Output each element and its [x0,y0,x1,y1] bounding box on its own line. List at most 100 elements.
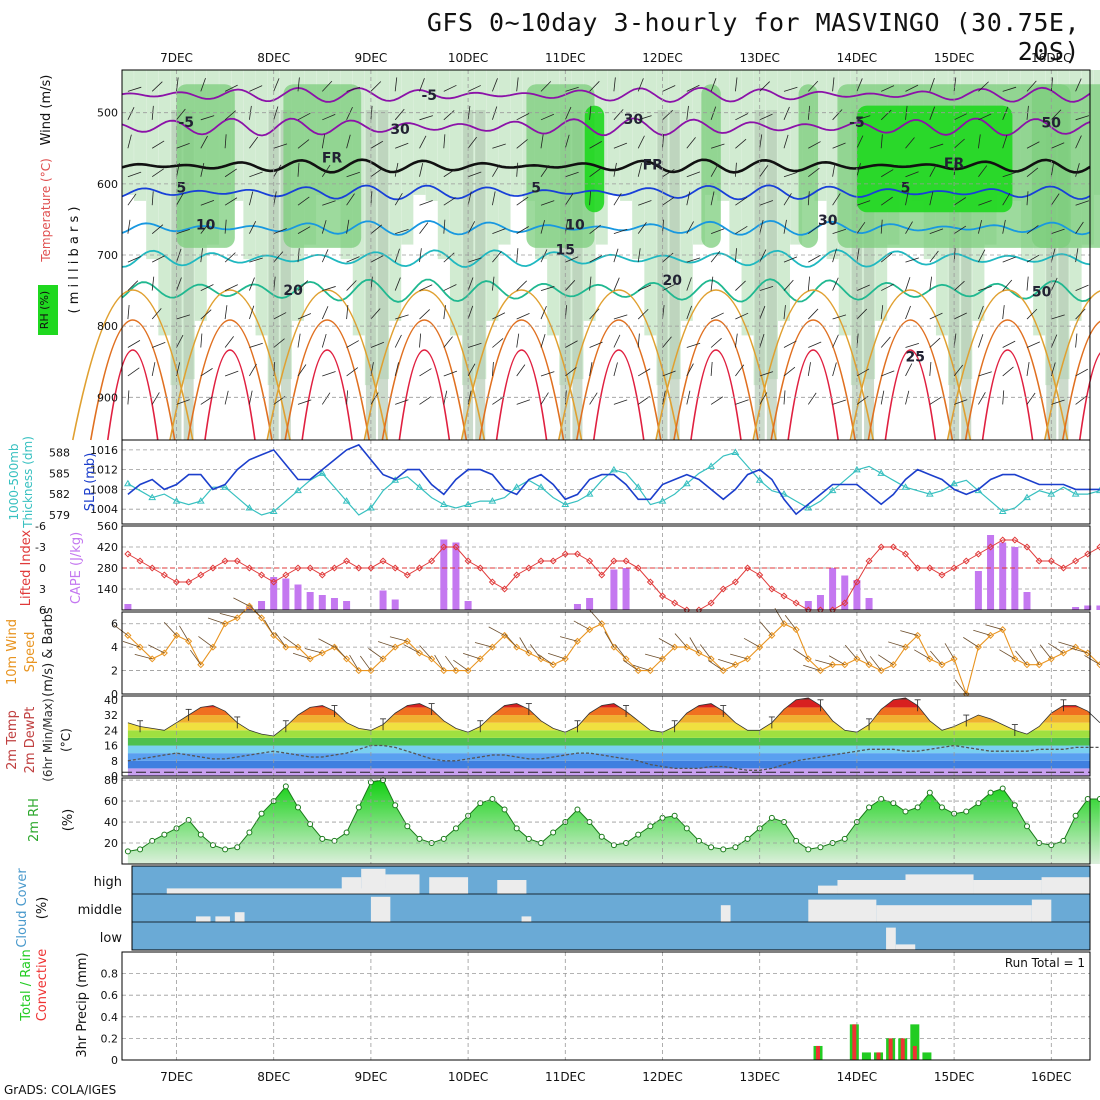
thickness-point [585,490,594,497]
wind-speed-point [561,655,569,663]
lifted-tick: -3 [35,541,46,554]
lifted-index-point [258,571,266,579]
wind-barb [1002,390,1005,405]
cloud-fill [895,944,916,950]
wind-barb [658,638,675,648]
wind-barb [1026,276,1029,291]
wind-barb [1075,308,1086,320]
lifted-index-point [792,599,800,607]
wind-barb [784,615,797,630]
wind-barb [370,140,384,149]
wind-barb [370,81,382,92]
wind-barb [978,286,992,291]
rh-dark [584,105,605,213]
date-tick-top: 7DEC [160,51,193,65]
wind-barb [900,630,918,636]
wind-barb [322,286,336,291]
wind-barb [914,649,931,660]
cape-bar [586,598,594,610]
wind-barb [474,642,493,648]
wind-barb [880,134,883,149]
rh-point [355,804,362,811]
chart-title: GFS 0~10day 3-hourly for MASVINGO (30.75… [426,8,1080,66]
wind-speed-point [865,661,873,669]
wind-barb [905,342,919,348]
cape-bar [464,601,472,610]
lifted-index-point [853,578,861,586]
cape-bar [829,568,837,610]
contour-label: 15 [556,242,575,258]
contour-label: 10 [565,217,585,233]
wind-barb [318,638,335,648]
cloud-fill [808,899,877,922]
wind-barb [394,108,405,121]
wind-barb [953,162,956,177]
thickness-point [221,483,229,490]
wind-barb [1050,162,1054,177]
wind-barb [881,370,895,377]
wind-barb [346,305,349,320]
rh-light [644,70,657,336]
slp-tick: 1008 [90,483,118,496]
wind-speed-point [829,661,837,669]
wind-barb [395,228,409,235]
cape-bar [622,568,630,610]
wind-barb [127,340,141,348]
wind-barb [273,78,280,92]
wind-barb [163,622,177,636]
lifted-index-point [731,578,739,586]
contour-label: 5 [901,180,911,196]
cloud-fill [341,877,362,894]
cloud-fill [973,880,1042,894]
rh-point [963,808,970,815]
precip-convective-bar [876,1052,881,1060]
lifted-index-point [1084,550,1092,558]
wind-barb [370,308,381,320]
date-tick-top: 12DEC [642,51,682,65]
lifted-index-point [440,543,448,551]
wind-barb [832,77,835,92]
wind-barb [978,200,992,206]
wind-barb [783,366,796,377]
wind-speed-point [136,643,144,651]
wind-barb [467,221,476,234]
wind-speed-point [731,661,739,669]
wind-barb [589,224,601,234]
wind-barb [1070,647,1088,654]
wind-barb [859,648,870,665]
wind-barb [443,284,457,291]
lifted-index-point [1011,536,1019,544]
wind-barb [273,338,285,348]
lifted-index-point [428,557,436,565]
wind-barb [589,168,602,178]
wind-speed-point [744,655,752,663]
cape-bar [343,601,351,610]
wind-speed-point [695,649,703,657]
wind-barb [292,652,311,660]
wind-barb [1002,256,1016,263]
wind-barb [394,277,401,291]
contour-label: 5 [176,180,186,196]
lifted-index-point [598,571,606,579]
wind-barb [783,256,798,263]
rh2m-axis-label-2: (%) [61,809,76,832]
wind-barb [880,169,894,178]
wind-barb [999,649,1016,660]
wind-barb [662,336,672,348]
rh-point [137,846,144,853]
wind-barb [127,280,139,291]
wind-barb [200,309,212,320]
rh-column [1058,110,1069,440]
lifted-index-point [294,564,302,572]
wind-barb [321,220,327,234]
slp-tick: 1016 [90,444,118,457]
wind-axis-label: Wind (m/s) [39,75,54,146]
wind-barb [224,390,229,405]
wind-barb [1075,200,1089,206]
rh-light [121,70,134,195]
lifted-index-point [537,557,545,565]
wind-barb [297,364,307,377]
wind-barb [283,636,299,648]
cape-bar [865,598,873,610]
lifted-index-point [488,578,496,586]
